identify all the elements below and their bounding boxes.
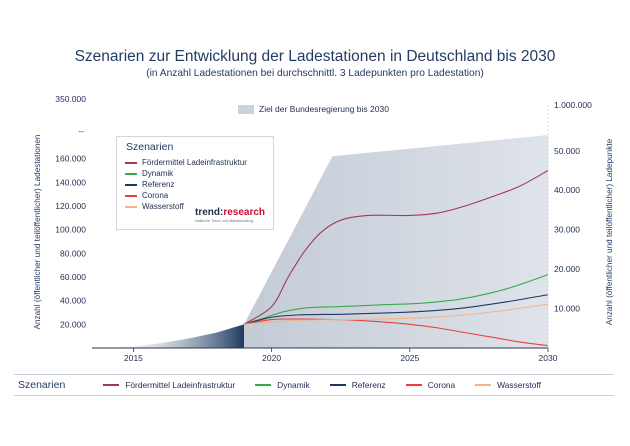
y-right-title: Anzahl (öffentlicher und teilöffentliche…	[605, 138, 614, 325]
legend-swatch	[125, 183, 137, 186]
legend-swatch	[475, 384, 492, 386]
y-right-tick-label: 30.000	[554, 225, 580, 235]
y-left-tick-label: 120.000	[55, 201, 86, 211]
legend-label: Referenz	[351, 380, 386, 390]
legend-swatch	[329, 384, 346, 386]
legend-label: Dynamik	[142, 169, 174, 178]
legend-item-wasserstoff: Wasserstoff	[125, 201, 273, 212]
bottom-legend-item-wasserstoff: Wasserstoff	[475, 380, 541, 390]
y-left-tick-label: 100.000	[55, 225, 86, 235]
legend-swatch	[125, 161, 137, 164]
legend-swatch	[103, 384, 120, 386]
legend-label: Fördermittel Ladeinfrastruktur	[142, 158, 247, 167]
logo-trend: trend:	[195, 207, 224, 218]
y-left-title: Anzahl (öffentlicher und teilöffentliche…	[33, 134, 42, 329]
target-area	[244, 135, 548, 348]
legend-label: Fördermittel Ladeinfrastruktur	[125, 380, 236, 390]
logo-research: research	[223, 207, 266, 218]
chart-subtitle: (in Anzahl Ladestationen bei durchschnit…	[146, 68, 484, 79]
x-tick-label: 2030	[539, 353, 558, 363]
y-right-tick-label: 50.000	[554, 146, 580, 156]
series-line-1	[243, 274, 549, 325]
y-right-tick-label: 20.000	[554, 264, 580, 274]
target-swatch	[238, 104, 254, 114]
legend-item-referenz: Referenz	[125, 179, 273, 190]
logo-subtitle: Institut für Trend- und Marktforschung	[195, 219, 254, 223]
x-tick-label: 2020	[262, 353, 281, 363]
legend-item-corona: Corona	[125, 190, 273, 201]
legend-label: Corona	[142, 191, 169, 200]
series-line-4	[243, 303, 549, 325]
series-line-2	[243, 294, 549, 325]
trendresearch-logo: trend:research	[195, 207, 265, 218]
y-left-break-label: --	[78, 126, 84, 136]
chart-title: Szenarien zur Entwicklung der Ladestatio…	[74, 48, 556, 65]
bottom-legend-item-corona: Corona	[405, 380, 456, 390]
legend-swatch	[405, 384, 422, 386]
x-tick-label: 2025	[400, 353, 419, 363]
y-left-tick-label: 80.000	[60, 248, 86, 258]
bottom-legend-item-foerdermittel: Fördermittel Ladeinfrastruktur	[103, 380, 235, 390]
series-line-3	[243, 318, 549, 347]
y-left-tick-label: 40.000	[60, 296, 86, 306]
legend-box-title: Szenarien	[126, 141, 174, 153]
legend-label: Dynamik	[277, 380, 310, 390]
legend-item-dynamik: Dynamik	[125, 168, 273, 179]
legend-swatch	[125, 172, 137, 175]
y-left-tick-label: 160.000	[55, 154, 86, 164]
bottom-legend-title: Szenarien	[18, 379, 66, 391]
bottom-legend: Szenarien Fördermittel Ladeinfrastruktur…	[14, 374, 614, 396]
y-right-tick-label: 40.000	[554, 185, 580, 195]
legend-label: Wasserstoff	[497, 380, 541, 390]
y-left-tick-label: 60.000	[60, 272, 86, 282]
x-tick-label: 2015	[124, 353, 143, 363]
bottom-legend-item-referenz: Referenz	[329, 380, 386, 390]
history-area	[92, 324, 244, 348]
target-label: Ziel der Bundesregierung bis 2030	[238, 104, 389, 114]
y-left-tick-label: 20.000	[60, 319, 86, 329]
series-line-0	[243, 170, 549, 325]
legend-label: Corona	[427, 380, 456, 390]
bottom-legend-item-dynamik: Dynamik	[255, 380, 310, 390]
legend-label: Referenz	[142, 180, 175, 189]
legend-swatch	[125, 194, 137, 197]
legend-item-foerdermittel: Fördermittel Ladeinfrastruktur	[125, 157, 273, 168]
y-right-top-label: 1.000.000	[554, 100, 592, 110]
legend-swatch	[255, 384, 272, 386]
y-left-top-label: 350.000	[55, 94, 86, 104]
y-left-tick-label: 140.000	[55, 177, 86, 187]
legend-swatch	[125, 205, 137, 208]
legend-box: Szenarien Fördermittel Ladeinfrastruktur…	[116, 136, 274, 230]
legend-label: Wasserstoff	[142, 202, 184, 211]
y-right-tick-label: 10.000	[554, 304, 580, 314]
target-label-text: Ziel der Bundesregierung bis 2030	[259, 104, 389, 114]
